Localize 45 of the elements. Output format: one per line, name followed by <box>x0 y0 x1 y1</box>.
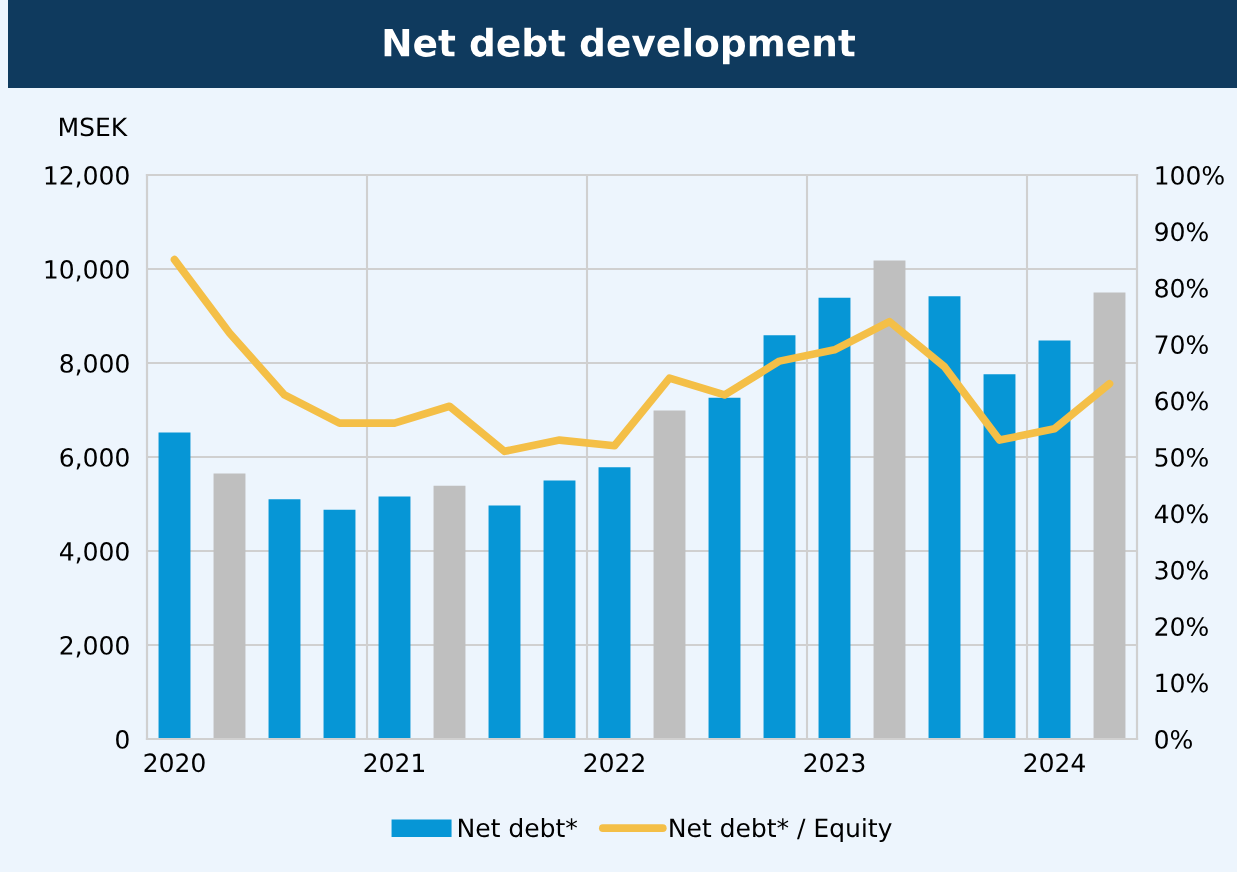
bar <box>1038 340 1071 739</box>
y2-tick-label: 20% <box>1155 617 1208 637</box>
y-tick-label: 10,000 <box>45 259 129 282</box>
y2-tick-label: 60% <box>1155 391 1208 411</box>
bar <box>818 297 851 739</box>
y2-tick-label: 100% <box>1156 165 1224 185</box>
bar <box>983 374 1016 739</box>
bar <box>598 467 631 739</box>
x-tick-label: 2020 <box>144 753 205 773</box>
legend-label: Net debt* / Equity <box>670 817 892 843</box>
bar <box>378 496 411 739</box>
bar <box>708 397 741 739</box>
legend-label: Net debt* <box>459 817 578 838</box>
x-tick-label: 2023 <box>804 753 865 773</box>
bar <box>1093 292 1126 739</box>
bar <box>653 410 686 739</box>
bar <box>543 480 576 739</box>
y-axis-title: MSEK <box>60 117 128 137</box>
y2-tick-label: 80% <box>1155 278 1208 298</box>
y2-tick-label: 50% <box>1155 447 1208 467</box>
y-tick-label: 4,000 <box>59 541 129 564</box>
y2-tick-label: 40% <box>1154 504 1208 524</box>
bar <box>433 485 466 739</box>
y-tick-label: 8,000 <box>60 353 129 376</box>
y-tick-label: 0 <box>116 729 129 749</box>
chart-title: Net debt development <box>384 27 855 65</box>
bar <box>158 432 191 739</box>
x-tick-label: 2021 <box>364 753 424 773</box>
y2-tick-label: 0% <box>1155 729 1192 749</box>
y2-tick-label: 30% <box>1155 560 1208 580</box>
y2-tick-label: 10% <box>1156 673 1208 693</box>
bar <box>213 473 246 739</box>
x-tick-label: 2022 <box>584 753 644 773</box>
y-tick-label: 2,000 <box>60 635 129 658</box>
y-tick-label: 12,000 <box>45 165 129 188</box>
bar <box>268 499 301 739</box>
y2-tick-label: 90% <box>1155 222 1208 242</box>
y2-tick-label: 70% <box>1155 335 1208 355</box>
bar <box>873 260 906 739</box>
bar <box>323 509 356 739</box>
bar <box>928 296 961 739</box>
bar <box>488 505 521 739</box>
y-tick-label: 6,000 <box>60 447 129 470</box>
bar <box>763 335 796 739</box>
x-tick-label: 2024 <box>1024 753 1085 773</box>
